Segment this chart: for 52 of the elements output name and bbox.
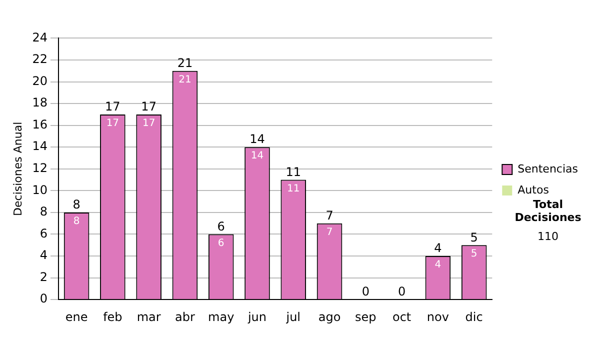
data-label: 5 — [470, 248, 478, 260]
y-tick-label: 8 — [40, 204, 48, 219]
y-tick-label: 6 — [40, 226, 48, 240]
total-label: 8 — [72, 198, 80, 212]
data-label: 7 — [326, 226, 333, 238]
y-tick-label: 18 — [32, 96, 48, 110]
data-label: 6 — [218, 238, 224, 249]
x-tick-label: sep — [355, 310, 376, 324]
y-tick-label: 2 — [40, 270, 48, 284]
data-label: 8 — [73, 216, 80, 228]
data-label: 11 — [287, 183, 300, 194]
x-tick-label: may — [208, 310, 234, 324]
x-tick-label: ago — [318, 310, 341, 324]
total-label: 17 — [141, 100, 156, 114]
y-tick-label: 16 — [32, 117, 48, 132]
total-label: 5 — [470, 230, 478, 244]
x-tick-label: nov — [426, 310, 449, 324]
total-label: 0 — [362, 284, 370, 299]
data-label: 4 — [434, 260, 442, 271]
legend-label: Sentencias — [518, 162, 578, 176]
total-label: 14 — [250, 132, 265, 146]
y-tick-label: 12 — [32, 161, 48, 176]
x-tick-label: mar — [136, 310, 161, 324]
y-tick-label: 20 — [32, 74, 48, 88]
total-label: 17 — [105, 100, 120, 114]
data-label: 17 — [142, 118, 156, 130]
y-tick-label: 24 — [32, 30, 48, 44]
total-label: 7 — [326, 208, 334, 222]
y-tick-label: 10 — [32, 182, 48, 197]
x-tick-label: jun — [246, 310, 267, 324]
x-tick-label: ene — [65, 310, 88, 324]
x-tick-label: feb — [103, 310, 122, 324]
data-label: 14 — [250, 150, 264, 162]
y-tick-label: 14 — [32, 139, 48, 154]
y-tick-label: 22 — [32, 52, 48, 66]
total-label: 21 — [177, 56, 193, 70]
text: Total Decisiones — [514, 198, 582, 224]
x-tick-label: abr — [175, 310, 195, 324]
total-label: 6 — [217, 219, 225, 234]
x-tick-label: dic — [465, 310, 483, 324]
data-label: 21 — [178, 74, 192, 86]
text: 110 — [536, 230, 560, 243]
data-label: 17 — [106, 118, 120, 130]
y-tick-label: 0 — [40, 292, 48, 306]
total-label: 0 — [398, 284, 406, 299]
y-axis-title: Decisiones Anual — [11, 122, 24, 216]
x-tick-label: jul — [285, 310, 301, 324]
x-tick-label: oct — [392, 310, 412, 324]
total-label: 11 — [286, 164, 302, 179]
legend-label: Autos — [518, 183, 550, 196]
total-label: 4 — [434, 241, 442, 256]
y-tick-label: 4 — [40, 248, 48, 262]
